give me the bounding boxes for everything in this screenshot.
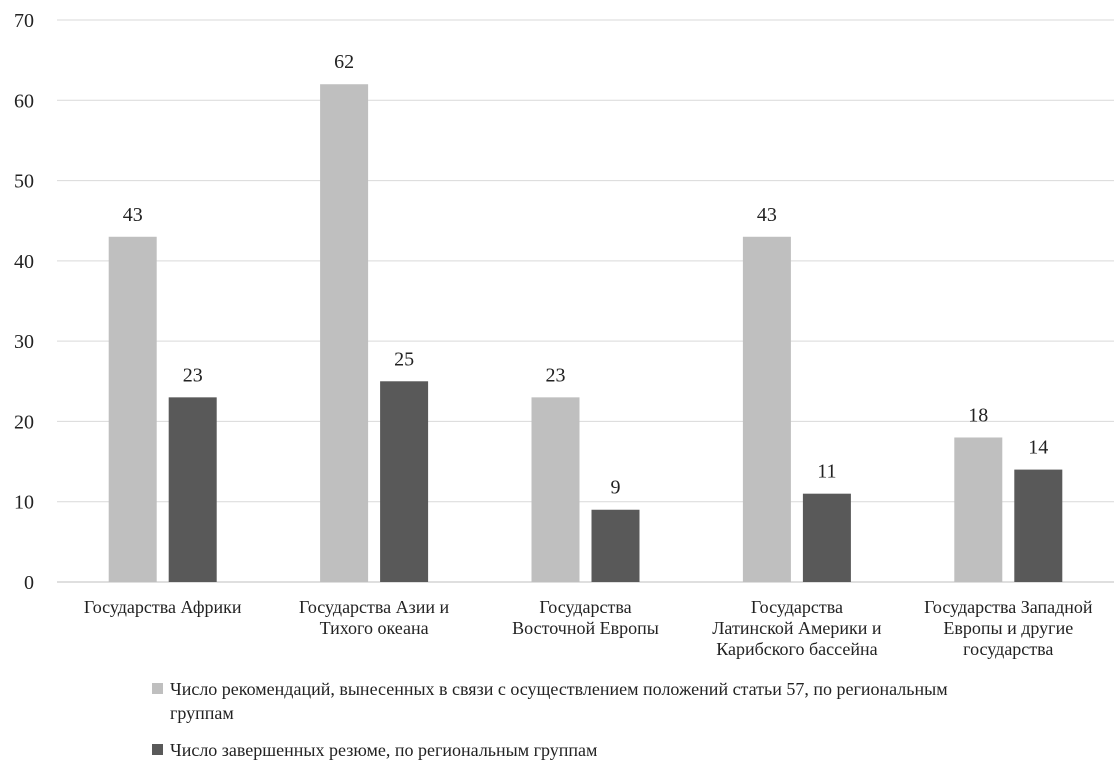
bar bbox=[591, 509, 640, 582]
x-category-label: Латинской Америки и bbox=[712, 618, 882, 638]
legend-item-summaries: Число завершенных резюме, по региональны… bbox=[152, 738, 952, 762]
x-category-label: Карибского бассейна bbox=[716, 639, 877, 659]
bar bbox=[380, 381, 429, 582]
bar bbox=[742, 236, 791, 582]
y-tick-label: 40 bbox=[14, 251, 34, 273]
bar bbox=[1014, 469, 1063, 582]
y-tick-label: 0 bbox=[24, 572, 34, 594]
data-label: 25 bbox=[394, 348, 414, 370]
data-label: 18 bbox=[968, 404, 988, 426]
x-category-label: Государства Азии и bbox=[299, 597, 450, 617]
bar bbox=[954, 437, 1003, 582]
data-label: 23 bbox=[183, 364, 203, 386]
data-label: 62 bbox=[334, 51, 354, 73]
bar bbox=[168, 397, 217, 582]
data-label: 43 bbox=[757, 204, 777, 226]
x-category-label: Восточной Европы bbox=[512, 618, 659, 638]
x-category-label: Европы и другие bbox=[943, 618, 1073, 638]
y-tick-label: 60 bbox=[14, 90, 34, 112]
data-label: 11 bbox=[817, 461, 836, 483]
legend-label-recommendations: Число рекомендаций, вынесенных в связи с… bbox=[170, 679, 948, 723]
bar bbox=[320, 84, 369, 582]
data-label: 14 bbox=[1028, 437, 1048, 459]
y-tick-label: 20 bbox=[14, 411, 34, 433]
y-tick-label: 30 bbox=[14, 331, 34, 353]
legend-item-recommendations: Число рекомендаций, вынесенных в связи с… bbox=[152, 677, 952, 725]
y-tick-label: 70 bbox=[14, 10, 34, 32]
legend-label-summaries: Число завершенных резюме, по региональны… bbox=[170, 740, 598, 760]
y-tick-label: 50 bbox=[14, 171, 34, 193]
data-label: 9 bbox=[611, 477, 621, 499]
data-label: 43 bbox=[123, 204, 143, 226]
x-category-label: Государства Африки bbox=[84, 597, 242, 617]
bar bbox=[802, 493, 851, 582]
legend-swatch-summaries bbox=[152, 744, 163, 755]
x-category-label: Государства bbox=[539, 597, 631, 617]
x-category-label: Тихого океана bbox=[320, 618, 429, 638]
x-category-label: Государства bbox=[751, 597, 843, 617]
bar bbox=[108, 236, 157, 582]
x-category-label: государства bbox=[963, 639, 1053, 659]
x-category-label: Государства Западной bbox=[924, 597, 1093, 617]
y-tick-label: 10 bbox=[14, 492, 34, 514]
data-label: 23 bbox=[546, 364, 566, 386]
legend-swatch-recommendations bbox=[152, 683, 163, 694]
bar-chart: 0 10 20 30 40 50 60 70 43 23 Государства Африки 62 2… bbox=[14, 10, 1114, 659]
bar bbox=[531, 397, 580, 582]
